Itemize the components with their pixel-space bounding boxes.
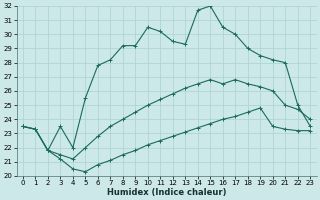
X-axis label: Humidex (Indice chaleur): Humidex (Indice chaleur) xyxy=(107,188,226,197)
